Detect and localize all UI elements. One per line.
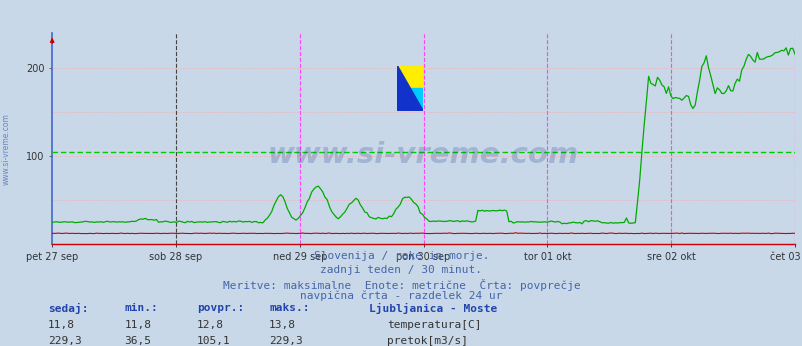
Text: zadnji teden / 30 minut.: zadnji teden / 30 minut. xyxy=(320,265,482,275)
Text: 13,8: 13,8 xyxy=(269,320,296,330)
Text: temperatura[C]: temperatura[C] xyxy=(387,320,481,330)
Text: navpična črta - razdelek 24 ur: navpična črta - razdelek 24 ur xyxy=(300,291,502,301)
Text: www.si-vreme.com: www.si-vreme.com xyxy=(2,113,11,185)
Text: Meritve: maksimalne  Enote: metrične  Črta: povprečje: Meritve: maksimalne Enote: metrične Črta… xyxy=(222,279,580,291)
Text: 36,5: 36,5 xyxy=(124,336,152,346)
Text: www.si-vreme.com: www.si-vreme.com xyxy=(268,141,578,169)
Text: 229,3: 229,3 xyxy=(48,336,82,346)
Text: Ljubljanica - Moste: Ljubljanica - Moste xyxy=(369,303,497,314)
Polygon shape xyxy=(397,66,423,111)
Text: 11,8: 11,8 xyxy=(48,320,75,330)
Text: maks.:: maks.: xyxy=(269,303,309,313)
Text: pretok[m3/s]: pretok[m3/s] xyxy=(387,336,468,346)
Text: 229,3: 229,3 xyxy=(269,336,302,346)
Text: povpr.:: povpr.: xyxy=(196,303,244,313)
Bar xyxy=(397,88,423,111)
Text: sedaj:: sedaj: xyxy=(48,303,88,314)
Text: Slovenija / reke in morje.: Slovenija / reke in morje. xyxy=(314,251,488,261)
Text: 11,8: 11,8 xyxy=(124,320,152,330)
Bar xyxy=(397,66,423,88)
Text: 105,1: 105,1 xyxy=(196,336,230,346)
Text: 12,8: 12,8 xyxy=(196,320,224,330)
Text: min.:: min.: xyxy=(124,303,158,313)
